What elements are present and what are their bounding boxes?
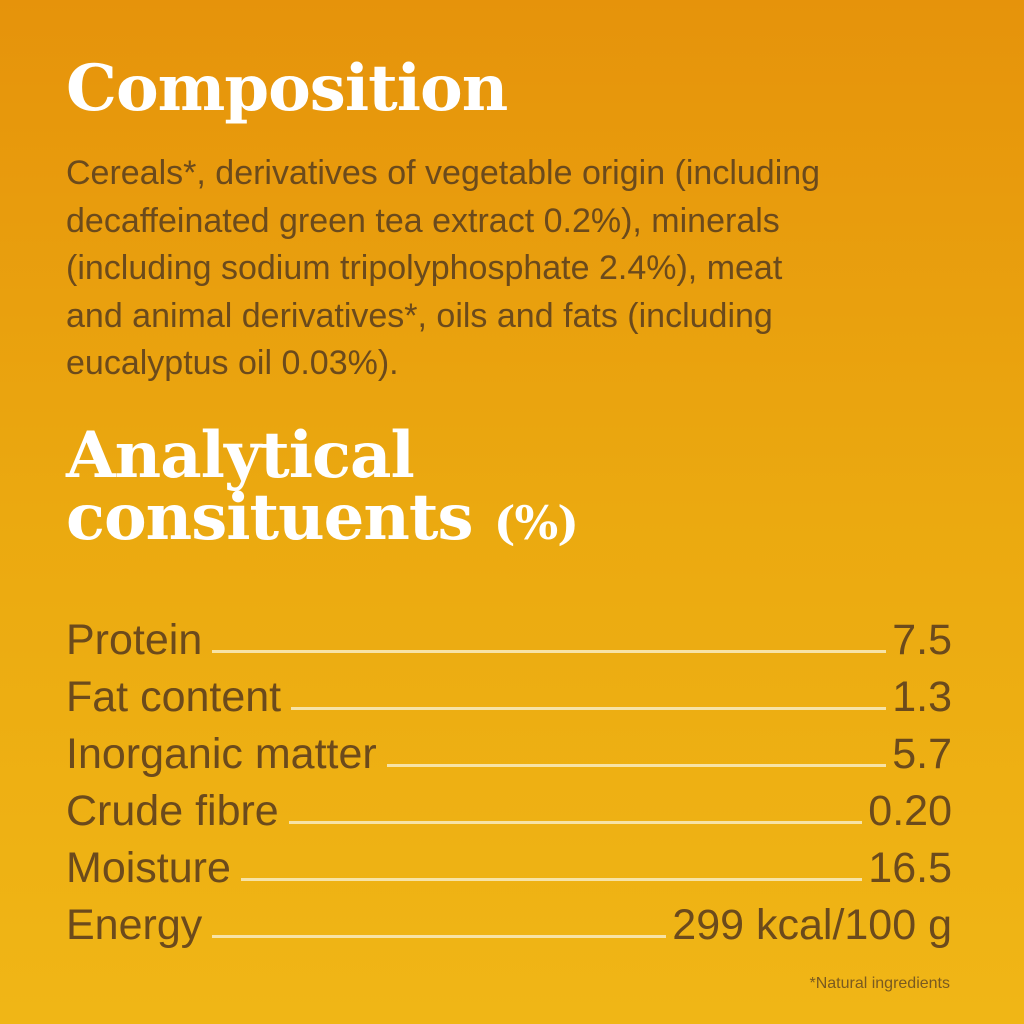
constituent-value: 16.5	[868, 844, 952, 892]
constituent-row: Moisture 16.5	[66, 836, 952, 893]
constituent-label: Inorganic matter	[66, 730, 377, 778]
constituent-value: 5.7	[892, 730, 952, 778]
leader-line	[212, 935, 667, 938]
composition-title: Composition	[66, 51, 508, 126]
composition-text: Cereals*, derivatives of vegetable origi…	[66, 150, 820, 388]
constituent-label: Energy	[66, 901, 203, 949]
title-line: Analytical	[66, 424, 578, 488]
constituent-row: Energy 299 kcal/100 g	[66, 893, 952, 950]
constituent-row: Protein 7.5	[66, 608, 952, 665]
composition-line: decaffeinated green tea extract 0.2%), m…	[66, 201, 780, 240]
title-text: Analytical	[66, 418, 415, 493]
constituent-label: Crude fibre	[66, 787, 279, 835]
constituent-value: 1.3	[892, 673, 952, 721]
constituent-label: Protein	[66, 616, 203, 664]
composition-line: eucalyptus oil 0.03%).	[66, 344, 399, 382]
leader-line	[386, 764, 887, 767]
composition-line: and animal derivatives*, oils and fats (…	[66, 296, 773, 335]
analytical-title: Analytical consituents (%)	[66, 424, 579, 554]
title-unit: (%)	[493, 496, 579, 550]
constituent-value: 299 kcal/100 g	[672, 901, 952, 949]
title-line: consituents (%)	[66, 486, 579, 554]
constituent-row: Inorganic matter 5.7	[66, 722, 952, 779]
leader-line	[291, 707, 887, 710]
constituent-label: Moisture	[66, 844, 231, 892]
leader-line	[288, 821, 863, 824]
constituent-row: Fat content 1.3	[66, 665, 952, 722]
title-text: consituents	[66, 480, 473, 555]
leader-line	[240, 878, 863, 881]
constituent-value: 7.5	[892, 616, 952, 664]
constituent-row: Crude fibre 0.20	[66, 779, 952, 836]
constituents-list: Protein 7.5 Fat content 1.3 Inorganic matter…	[66, 608, 952, 950]
composition-line: (including sodium tripolyphosphate 2.4%)…	[66, 249, 783, 287]
constituent-label: Fat content	[66, 673, 282, 721]
leader-line	[212, 650, 887, 653]
constituent-value: 0.20	[868, 787, 952, 835]
composition-line: Cereals*, derivatives of vegetable origi…	[66, 154, 821, 192]
footnote: *Natural ingredients	[809, 975, 950, 992]
